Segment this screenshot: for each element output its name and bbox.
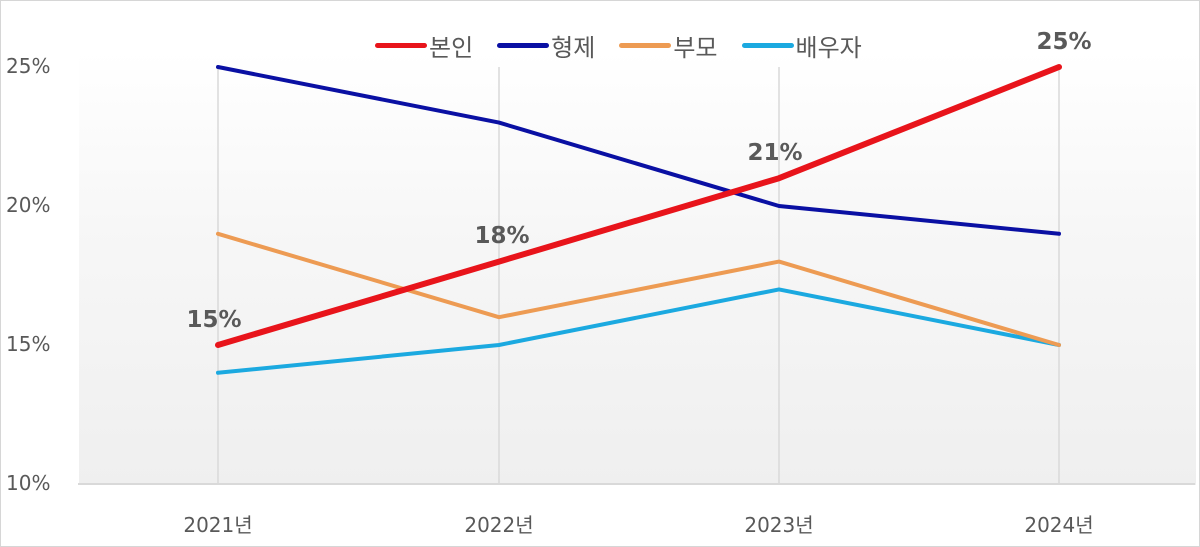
series-lines <box>215 64 1062 375</box>
legend-item-spouse[interactable]: 배우자 <box>741 28 862 63</box>
legend-swatch-orange-icon <box>619 43 672 48</box>
plot-area <box>79 51 1196 485</box>
data-label-2023: 21% <box>747 140 803 166</box>
data-label-2021: 15% <box>186 307 242 333</box>
data-label-2022: 18% <box>474 223 530 249</box>
y-tick-15: 15% <box>6 332 51 356</box>
legend-swatch-navy-icon <box>497 43 550 48</box>
legend-item-self[interactable]: 본인 <box>375 28 473 63</box>
legend: 본인 형제 부모 배우자 <box>375 28 886 63</box>
legend-swatch-red-icon <box>375 43 427 48</box>
y-tick-20: 20% <box>6 193 51 217</box>
legend-item-parent[interactable]: 부모 <box>619 28 718 63</box>
x-tick-2023: 2023년 <box>744 513 814 537</box>
x-tick-2024: 2024년 <box>1024 513 1094 537</box>
legend-label: 배우자 <box>795 34 862 62</box>
series-line-0 <box>215 64 1062 348</box>
y-tick-25: 25% <box>6 54 51 78</box>
legend-item-sibling[interactable]: 형제 <box>497 28 595 63</box>
legend-label: 형제 <box>551 34 596 62</box>
y-tick-10: 10% <box>6 471 51 495</box>
gridlines <box>217 67 1060 484</box>
legend-swatch-skyblue-icon <box>741 43 794 48</box>
legend-label: 본인 <box>429 34 474 62</box>
x-tick-2022: 2022년 <box>464 513 534 537</box>
series-line-1 <box>216 65 1061 236</box>
data-label-2024: 25% <box>1036 29 1092 55</box>
legend-label: 부모 <box>673 34 718 62</box>
series-line-3 <box>216 287 1061 375</box>
series-line-2 <box>216 231 1061 347</box>
x-tick-2021: 2021년 <box>183 513 253 537</box>
